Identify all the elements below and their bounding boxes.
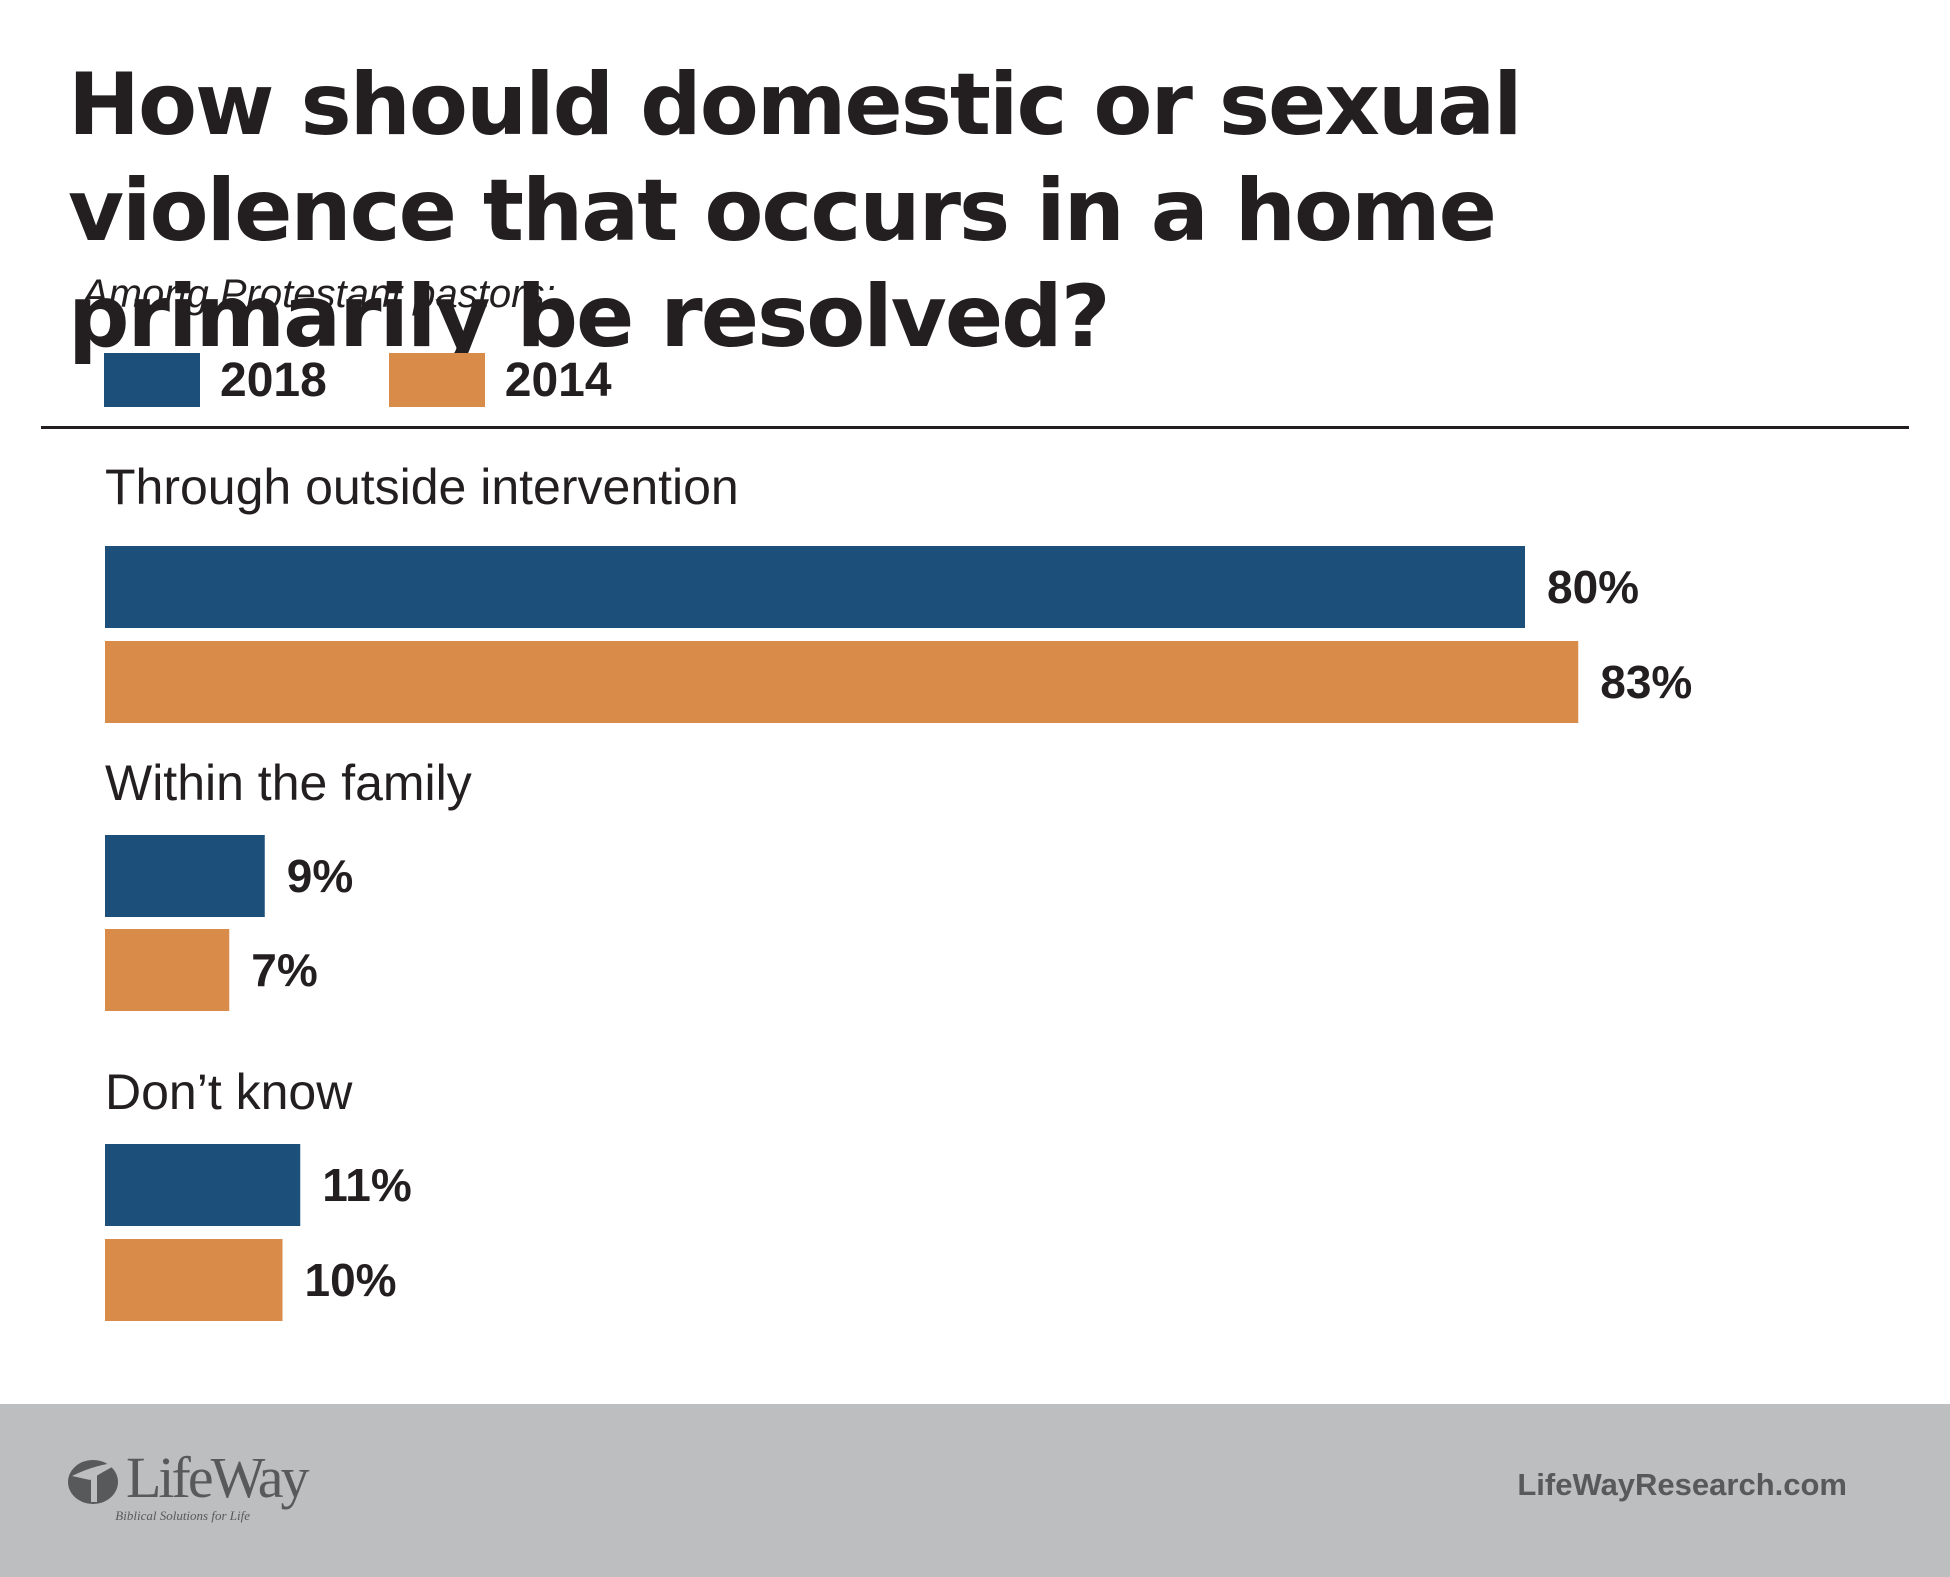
logo-tagline: Biblical Solutions for Life [115,1508,250,1523]
legend-item-2014: 2014 [388,353,612,408]
bar-2014 [105,641,1579,723]
legend-label-2014: 2014 [504,353,612,407]
lifeway-mark-icon [68,1460,122,1504]
bar-2018 [105,835,265,917]
data-label-2018: 9% [287,850,353,902]
bar-2018 [105,546,1525,628]
bar-chart: Through outside intervention 80% 83% Within… [105,459,1692,1321]
category-label: Don’t know [105,1064,353,1120]
bar-2018 [105,1144,301,1226]
bar-2014 [105,1239,283,1321]
legend-swatch-2018 [104,353,200,407]
category-label: Within the family [105,755,472,811]
website-link[interactable]: LifeWayResearch.com [1517,1467,1847,1502]
data-label-2014: 7% [251,944,317,996]
footer-bar: LifeWay Biblical Solutions for Life Life… [0,1404,1950,1577]
chart-subtitle: Among Protestant pastors: [82,272,556,316]
chart-title: How should domestic or sexual violence t… [68,55,1523,367]
legend-swatch-2014 [388,353,485,407]
data-label-2014: 10% [305,1254,397,1306]
data-label-2018: 11% [322,1159,412,1211]
legend-item-2018: 2018 [104,353,327,408]
data-label-2018: 80% [1547,561,1639,613]
category-label: Through outside intervention [105,459,739,515]
data-label-2014: 83% [1600,656,1692,708]
chart-legend: 2018 2014 [104,352,674,408]
logo-wordmark: LifeWay [126,1445,309,1510]
lifeway-logo: LifeWay Biblical Solutions for Life [66,1445,326,1523]
bar-2014 [105,929,230,1011]
legend-label-2018: 2018 [220,353,327,407]
header-divider [41,426,1909,429]
